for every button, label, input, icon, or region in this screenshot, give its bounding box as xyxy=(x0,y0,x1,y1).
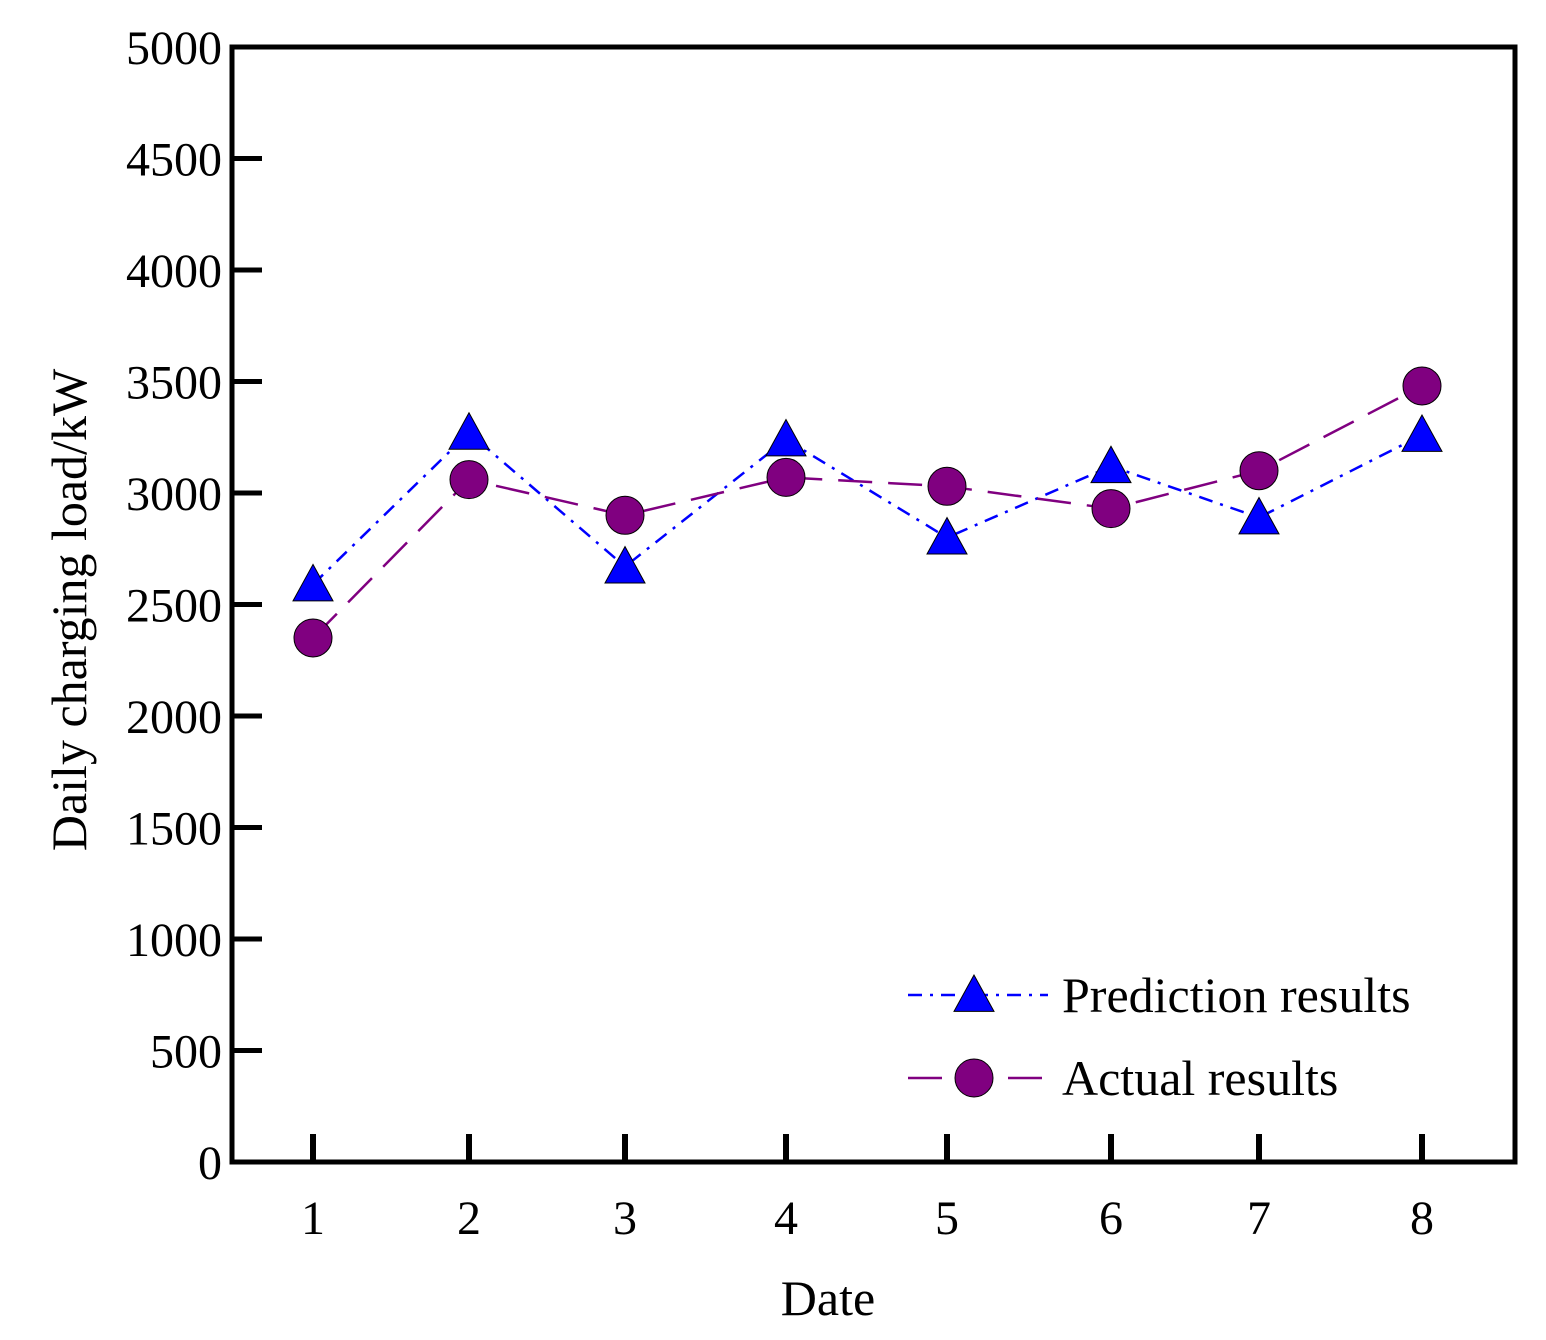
triangle-marker-icon xyxy=(953,973,995,1012)
y-tick-label: 500 xyxy=(150,1026,222,1079)
y-tick-label: 4500 xyxy=(126,134,222,187)
y-tick-label: 1500 xyxy=(126,803,222,856)
data-point xyxy=(1401,413,1443,452)
data-point xyxy=(766,457,806,497)
data-point xyxy=(605,495,645,535)
data-point xyxy=(449,460,489,500)
series-actual-results xyxy=(293,366,1442,658)
data-point xyxy=(448,411,490,450)
y-tick-label: 0 xyxy=(198,1137,222,1190)
x-tick-label: 1 xyxy=(301,1192,325,1245)
y-tick-label: 4000 xyxy=(126,245,222,298)
x-tick-label: 3 xyxy=(613,1192,637,1245)
y-tick-label: 3000 xyxy=(126,468,222,521)
series-prediction-results xyxy=(292,411,1443,602)
circle-marker-icon xyxy=(954,1058,994,1098)
series-layer xyxy=(292,366,1443,658)
data-point xyxy=(292,563,334,602)
x-tick-label: 6 xyxy=(1099,1192,1123,1245)
y-tick-label: 1000 xyxy=(126,914,222,967)
data-point xyxy=(926,516,968,555)
x-tick-label: 4 xyxy=(774,1192,798,1245)
data-point xyxy=(1090,445,1132,484)
legend-label: Actual results xyxy=(1062,1050,1338,1106)
x-tick-label: 8 xyxy=(1410,1192,1434,1245)
legend: Prediction results Actual results xyxy=(908,967,1411,1106)
legend-item: Prediction results xyxy=(908,967,1411,1023)
y-tick-label: 3500 xyxy=(126,357,222,410)
data-point xyxy=(604,545,646,584)
data-point xyxy=(293,618,333,658)
series-line xyxy=(312,384,1423,639)
series-line xyxy=(312,431,1423,586)
x-tick-label: 2 xyxy=(457,1192,481,1245)
x-axis-title: Date xyxy=(781,1270,875,1326)
data-point xyxy=(1238,496,1280,535)
x-tick-label: 5 xyxy=(935,1192,959,1245)
y-tick-label: 2500 xyxy=(126,580,222,633)
x-axis: 1 2 3 4 5 6 7 8 xyxy=(301,1134,1434,1245)
data-point xyxy=(765,418,807,457)
legend-item: Actual results xyxy=(908,1050,1338,1106)
y-tick-label: 5000 xyxy=(126,22,222,75)
x-tick-label: 7 xyxy=(1247,1192,1271,1245)
y-tick-label: 2000 xyxy=(126,691,222,744)
legend-label: Prediction results xyxy=(1062,967,1411,1023)
data-point xyxy=(927,466,967,506)
data-point xyxy=(1239,451,1279,491)
y-axis-title: Daily charging load/kW xyxy=(41,368,97,851)
y-axis: 0 500 1000 1500 2000 2500 3000 3500 4000 4500 5000 xyxy=(126,22,262,1190)
data-point xyxy=(1402,366,1442,406)
data-point xyxy=(1091,489,1131,529)
